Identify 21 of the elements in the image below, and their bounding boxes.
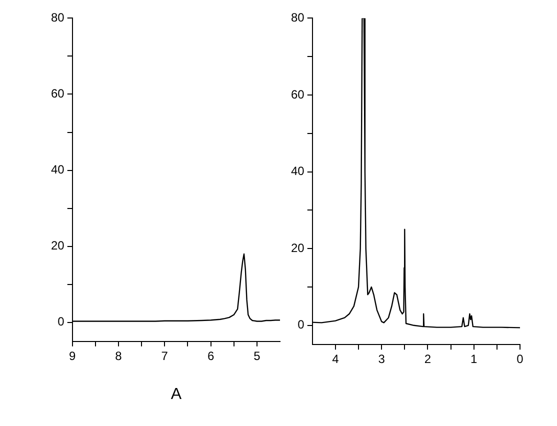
y-tick-label: 60 bbox=[290, 87, 305, 102]
x-axis-title: A bbox=[170, 386, 182, 403]
y-tick-label: 20 bbox=[290, 240, 305, 255]
y-tick-label: 20 bbox=[50, 238, 65, 253]
y-tick-label: 0 bbox=[298, 318, 305, 332]
x-tick-label: 8 bbox=[115, 348, 122, 363]
x-tick-label: 1 bbox=[470, 352, 478, 366]
x-tick-label: 0 bbox=[516, 352, 524, 366]
x-tick-label: 7 bbox=[161, 348, 168, 363]
y-tick-label: 80 bbox=[50, 10, 65, 25]
y-tick-label: 0 bbox=[58, 314, 65, 329]
x-tick-label: 9 bbox=[69, 348, 76, 363]
y-tick-label: 40 bbox=[290, 164, 305, 178]
x-tick-label: 4 bbox=[332, 352, 340, 366]
x-tick-label: 6 bbox=[207, 348, 214, 363]
y-tick-label: 40 bbox=[50, 162, 65, 177]
y-tick-label: 60 bbox=[50, 86, 65, 101]
x-tick-label: 3 bbox=[378, 352, 386, 366]
y-tick-label: 80 bbox=[290, 10, 305, 25]
x-tick-label: 2 bbox=[424, 352, 432, 366]
x-tick-label: 5 bbox=[254, 348, 261, 363]
